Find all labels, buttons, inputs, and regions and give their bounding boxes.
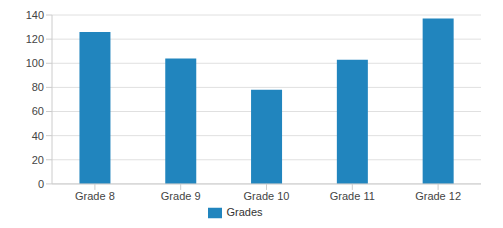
svg-text:Grade 12: Grade 12 [415, 190, 461, 202]
svg-text:0: 0 [38, 178, 44, 190]
svg-text:100: 100 [26, 57, 44, 69]
html-text:Grades: Grades [226, 205, 263, 218]
svg-text:60: 60 [32, 105, 44, 117]
svg-text:Grade 10: Grade 10 [244, 190, 290, 202]
svg-text:80: 80 [32, 81, 44, 93]
svg-text:140: 140 [26, 9, 44, 21]
svg-text:Grade 8: Grade 8 [75, 190, 115, 202]
svg-text:Grade 9: Grade 9 [161, 190, 201, 202]
svg-text:20: 20 [32, 154, 44, 166]
svg-text:40: 40 [32, 130, 44, 142]
svg-text:120: 120 [26, 33, 44, 45]
svg-text:Grade 11: Grade 11 [330, 190, 375, 202]
